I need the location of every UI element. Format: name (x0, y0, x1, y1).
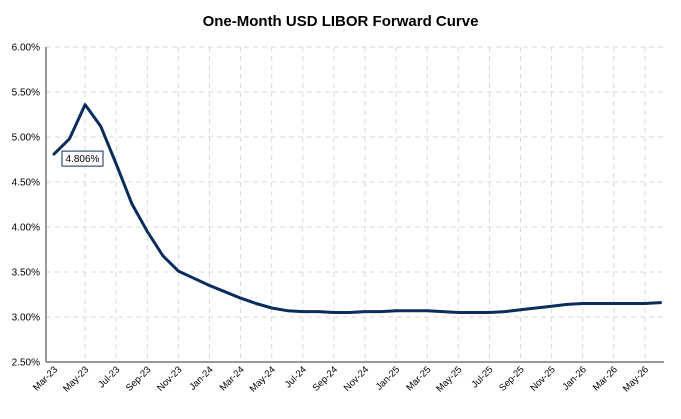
y-tick-label: 3.50% (12, 268, 40, 279)
series-layer (52, 103, 662, 314)
x-tick-label: Jan-24 (187, 364, 215, 392)
chart-title: One-Month USD LIBOR Forward Curve (203, 13, 479, 30)
x-tick-label: Sep-23 (124, 364, 153, 393)
y-tick-label: 3.00% (12, 313, 40, 324)
x-tick-label: Mar-23 (31, 364, 60, 393)
x-tick-label: Nov-25 (528, 364, 557, 393)
x-tick-label: Mar-26 (591, 364, 620, 393)
x-tick-label: May-25 (434, 364, 464, 394)
y-tick-label: 4.50% (12, 178, 40, 189)
x-tick-label: Mar-24 (218, 364, 247, 393)
axis-layer: 2.50% 3.00% 3.50% 4.00% 4.50% 5.00% 5.50% 6.00%… (12, 43, 664, 395)
x-tick-label: Mar-25 (404, 364, 433, 393)
y-tick-label: 5.00% (12, 133, 40, 144)
y-tick-label: 4.00% (12, 223, 40, 234)
x-tick-label: Jul-23 (96, 364, 122, 390)
grid-layer (46, 46, 664, 362)
callout-box (61, 150, 104, 167)
x-tick-label: May-26 (621, 364, 651, 394)
callout-label: 4.806% (66, 154, 100, 165)
x-tick-label: Sep-24 (311, 364, 340, 393)
y-tick-label: 5.50% (12, 88, 40, 99)
x-tick-label: Nov-23 (155, 364, 184, 393)
x-tick-label: Jan-26 (560, 364, 588, 392)
x-tick-label: Jul-24 (283, 364, 309, 390)
x-tick-label: Jul-25 (469, 364, 495, 390)
series-line-libor-forward (52, 103, 662, 314)
annotation-layer: 4.806% (61, 150, 104, 167)
x-tick-label: Sep-25 (497, 364, 526, 393)
x-tick-label: May-24 (248, 364, 278, 394)
x-tick-label: Jan-25 (374, 364, 402, 392)
x-tick-label: May-23 (61, 364, 91, 394)
x-tick-label: Nov-24 (342, 364, 371, 393)
y-tick-label: 2.50% (12, 358, 40, 369)
y-tick-label: 6.00% (12, 43, 40, 54)
